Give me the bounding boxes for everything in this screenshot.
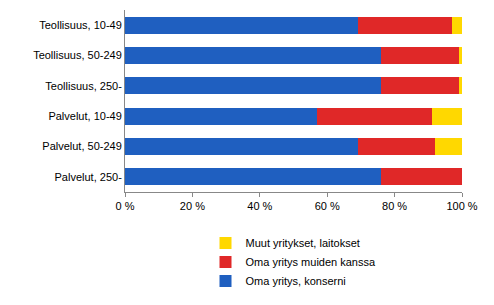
svg-text:Palvelut, 50-249: Palvelut, 50-249	[42, 140, 122, 152]
svg-text:Palvelut, 10-49: Palvelut, 10-49	[48, 110, 121, 122]
svg-text:80 %: 80 %	[382, 200, 407, 212]
svg-text:100 %: 100 %	[446, 200, 477, 212]
svg-text:Muut yritykset, laitokset: Muut yritykset, laitokset	[246, 237, 360, 249]
svg-text:Palvelut, 250-: Palvelut, 250-	[55, 171, 123, 183]
svg-text:Oma yritys, konserni: Oma yritys, konserni	[246, 275, 346, 287]
svg-text:60 %: 60 %	[315, 200, 340, 212]
svg-text:20 %: 20 %	[180, 200, 205, 212]
svg-text:Teollisuus, 10-49: Teollisuus, 10-49	[39, 19, 122, 31]
svg-text:40 %: 40 %	[247, 200, 272, 212]
svg-text:Oma yritys muiden kanssa: Oma yritys muiden kanssa	[246, 256, 376, 268]
svg-text:Teollisuus, 50-249: Teollisuus, 50-249	[33, 49, 122, 61]
svg-text:Teollisuus, 250-: Teollisuus, 250-	[45, 80, 122, 92]
svg-text:0 %: 0 %	[116, 200, 135, 212]
